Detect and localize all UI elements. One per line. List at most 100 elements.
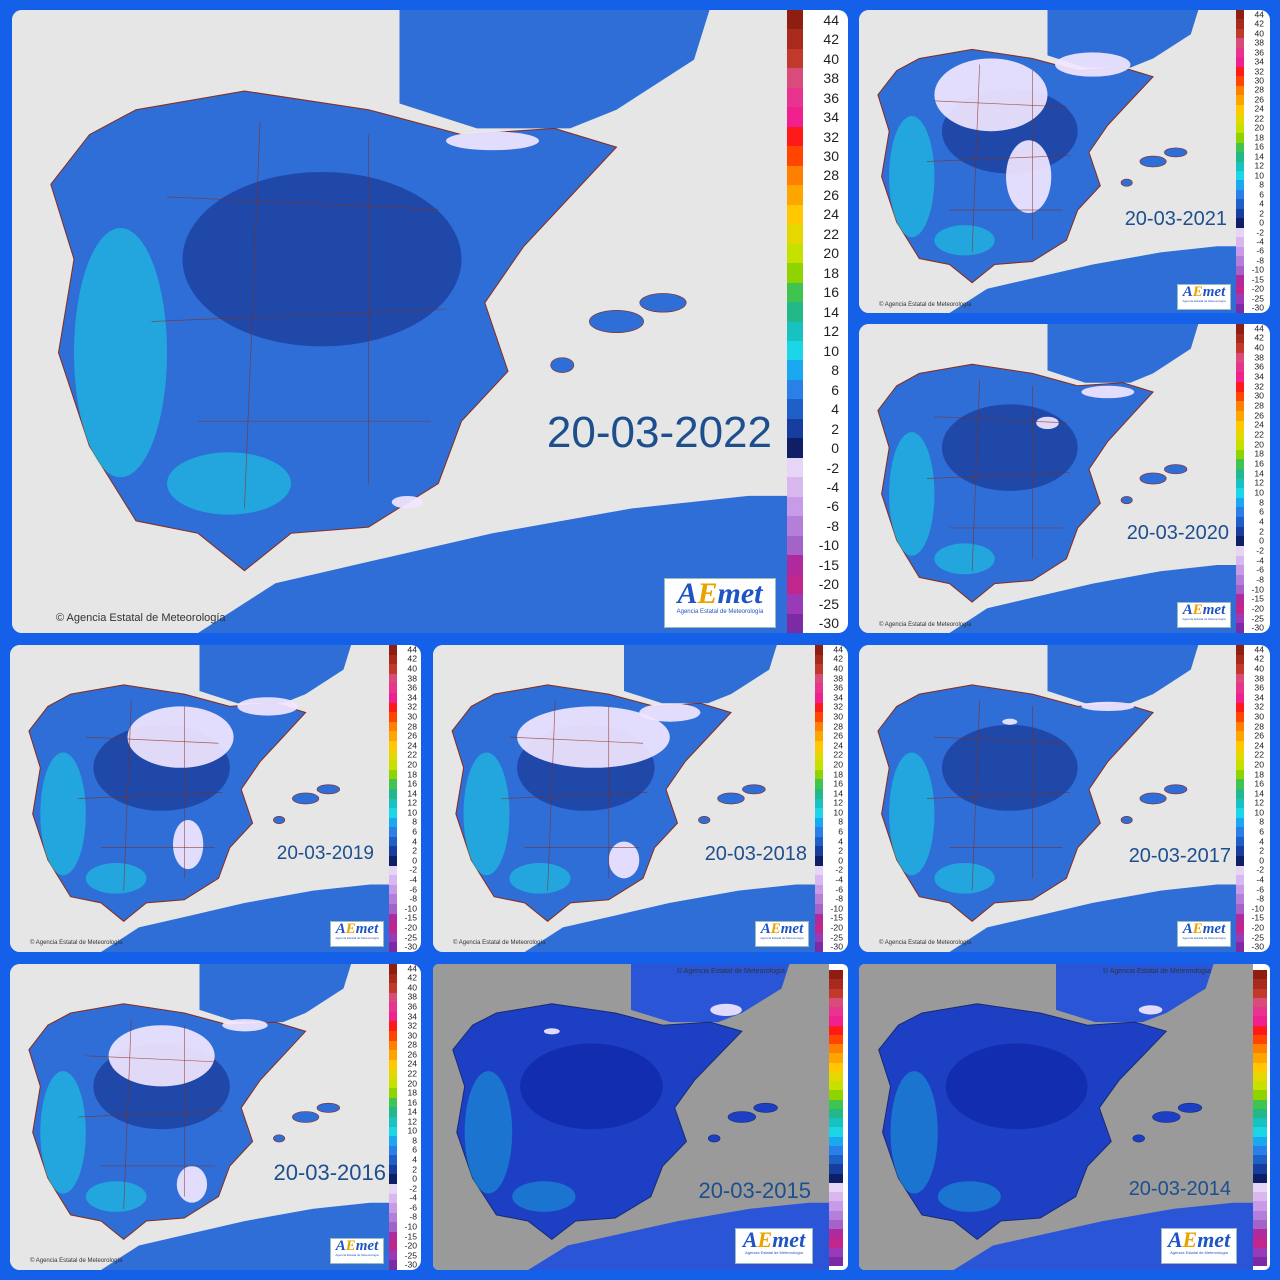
scale-swatch [1236, 237, 1245, 247]
scale-step [829, 1034, 843, 1044]
map-date-label: 20-03-2021 [1124, 208, 1227, 230]
scale-step: 6 [389, 1145, 417, 1156]
scale-step: -10 [389, 1222, 417, 1232]
scale-tick-label: 14 [1254, 468, 1264, 479]
scale-step: 14 [787, 302, 839, 322]
scale-step [829, 1053, 843, 1063]
scale-step: 0 [389, 1174, 417, 1184]
temperature-color-scale: 44 42 40 38 36 34 32 30 28 26 24 22 20 18 16 14 12 10 8 6 4 2… [787, 10, 839, 633]
scale-step: 10 [787, 340, 839, 361]
cold-plateau-area [520, 1043, 663, 1130]
scale-step: -30 [787, 613, 839, 633]
warmer-coast-area [463, 752, 510, 876]
scale-step: 44 [389, 964, 417, 974]
scale-tick-label: -30 [1251, 303, 1264, 313]
scale-step: 4 [1236, 517, 1264, 527]
balearic-island [753, 1102, 778, 1113]
scale-step: 42 [1236, 19, 1264, 29]
scale-swatch [1236, 161, 1245, 171]
scale-step: -30 [389, 1260, 417, 1270]
scale-step: -30 [389, 942, 417, 952]
balearic-island [1152, 1111, 1181, 1123]
scale-step: 18 [815, 769, 843, 780]
scale-step: 28 [815, 721, 843, 732]
scale-step: 28 [1236, 85, 1264, 96]
scale-swatch [829, 997, 843, 1007]
scale-tick-label: 20 [407, 759, 417, 770]
scale-step: -30 [815, 942, 843, 952]
province-border [501, 792, 647, 799]
subzero-area [517, 706, 670, 768]
scale-tick-label: 34 [833, 692, 843, 703]
scale-step: 38 [1236, 673, 1264, 684]
scale-step: 6 [1236, 189, 1264, 200]
scale-tick-label: 38 [407, 992, 417, 1003]
scale-tick-label: 18 [1254, 132, 1264, 143]
scale-swatch [1236, 343, 1245, 353]
scale-tick-label: -2 [1256, 227, 1264, 238]
scale-tick-label: 14 [407, 1106, 417, 1117]
scale-step: 10 [389, 1126, 417, 1137]
scale-swatch [389, 1174, 398, 1184]
scale-swatch [389, 1069, 398, 1079]
scale-tick-label: -25 [1251, 613, 1264, 624]
aemet-logo: AEmet Agencia Estatal de Meteorología [735, 1228, 813, 1264]
scale-step [1253, 1238, 1267, 1248]
scale-step [1253, 1118, 1267, 1128]
scale-swatch [829, 979, 843, 989]
scale-tick-label: -20 [830, 922, 843, 933]
scale-step: 18 [1236, 449, 1264, 460]
france-landmass [631, 964, 790, 1023]
scale-step: 42 [389, 654, 417, 665]
scale-swatch [829, 1229, 843, 1239]
scale-tick-label: -2 [835, 865, 843, 876]
map-panel-2016: 20-03-2016 © Agencia Estatal de Meteorol… [10, 964, 421, 1270]
scale-tick-label: 0 [831, 440, 839, 457]
copyright-text: © Agencia Estatal de Meteorología [879, 302, 972, 308]
scale-step: 16 [1236, 459, 1264, 469]
france-landmass [1056, 964, 1214, 1023]
scale-tick-label: 2 [1259, 845, 1264, 856]
scale-swatch [1236, 721, 1245, 732]
scale-tick-label: 44 [1254, 324, 1264, 334]
scale-swatch [389, 1222, 398, 1232]
scale-step [1253, 997, 1267, 1007]
scale-tick-label: -6 [1256, 564, 1264, 575]
scale-tick-label: 30 [407, 711, 417, 722]
scale-step: 44 [1236, 645, 1264, 655]
scale-swatch [1253, 1182, 1267, 1192]
scale-swatch [1236, 47, 1245, 58]
scale-tick-label: 26 [833, 730, 843, 741]
scale-tick-label: -4 [1256, 874, 1264, 885]
north-africa-landmass [198, 495, 787, 633]
scale-step: -2 [1236, 546, 1264, 556]
balearic-island [589, 309, 644, 334]
scale-swatch [389, 712, 398, 722]
scale-tick-label: 30 [1254, 711, 1264, 722]
scale-swatch [829, 1062, 843, 1072]
scale-step [1253, 1044, 1267, 1054]
scale-tick-label: 40 [1254, 663, 1264, 674]
scale-swatch [787, 379, 803, 400]
scale-swatch [1236, 114, 1245, 124]
guadalquivir-warm-area [937, 1181, 1001, 1212]
warmer-coast-area [889, 116, 935, 238]
scale-step: 36 [389, 1002, 417, 1012]
subzero-area [710, 1003, 742, 1017]
province-border [926, 471, 1071, 479]
scale-swatch [1253, 1118, 1267, 1128]
scale-swatch [389, 798, 398, 809]
scale-step: -10 [1236, 904, 1264, 914]
scale-step: -10 [815, 904, 843, 914]
balearic-island [1164, 464, 1188, 475]
scale-step: 40 [787, 48, 839, 69]
scale-tick-label: 14 [1254, 788, 1264, 799]
scale-tick-label: -8 [835, 893, 843, 904]
scale-tick-label: 24 [1254, 740, 1264, 751]
scale-swatch [787, 146, 803, 166]
scale-tick-label: 18 [823, 264, 839, 281]
scale-step: -8 [1236, 894, 1264, 905]
province-border [926, 155, 1071, 162]
scale-swatch [815, 740, 824, 751]
scale-step: 24 [389, 1059, 417, 1070]
